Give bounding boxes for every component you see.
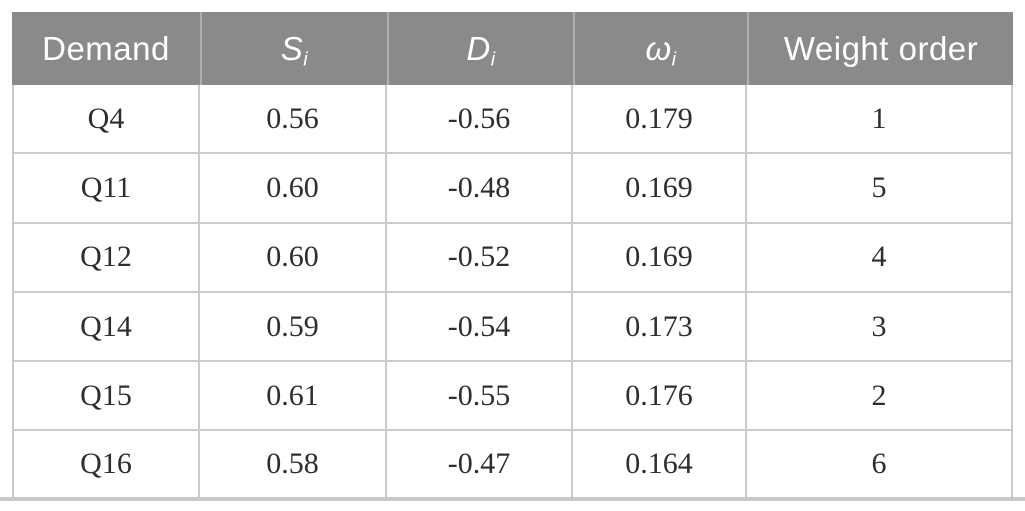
cell-di: -0.48 [387, 154, 573, 224]
cell-weight-order: 3 [747, 292, 1013, 363]
header-si-label: Si [280, 29, 309, 71]
cell-demand: Q4 [12, 85, 200, 155]
header-demand-label: Demand [42, 29, 170, 67]
table-row: Q11 0.60 -0.48 0.169 5 [12, 154, 1013, 224]
header-weight-order: Weight order [747, 12, 1013, 85]
cell-omega: 0.164 [573, 431, 747, 497]
cell-si: 0.58 [200, 431, 387, 497]
header-omega-i: ωi [573, 12, 747, 85]
cell-weight-order: 4 [747, 223, 1013, 293]
cell-omega: 0.169 [573, 154, 747, 224]
table-header: Demand Si Di ωi Weight order [12, 12, 1013, 85]
table-body: Q4 0.56 -0.56 0.179 1 Q11 0.60 -0.48 0.1… [12, 85, 1013, 497]
table-row: Q16 0.58 -0.47 0.164 6 [12, 431, 1013, 497]
cell-si: 0.56 [200, 85, 387, 155]
header-row: Demand Si Di ωi Weight order [12, 12, 1013, 85]
cell-di: -0.56 [387, 85, 573, 155]
cell-demand: Q12 [12, 223, 200, 293]
table-bottom-rule [0, 497, 1025, 501]
header-si: Si [200, 12, 387, 85]
table-row: Q12 0.60 -0.52 0.169 4 [12, 223, 1013, 293]
cell-weight-order: 6 [747, 431, 1013, 497]
cell-si: 0.61 [200, 362, 387, 432]
cell-demand: Q11 [12, 154, 200, 224]
table-row: Q4 0.56 -0.56 0.179 1 [12, 85, 1013, 155]
cell-demand: Q16 [12, 431, 200, 497]
cell-di: -0.54 [387, 292, 573, 363]
cell-di: -0.55 [387, 362, 573, 432]
weights-table: Demand Si Di ωi Weight order Q4 0.56 [12, 12, 1013, 497]
table-row: Q15 0.61 -0.55 0.176 2 [12, 362, 1013, 432]
header-demand: Demand [12, 12, 200, 85]
cell-weight-order: 5 [747, 154, 1013, 224]
cell-omega: 0.169 [573, 223, 747, 293]
cell-omega: 0.176 [573, 362, 747, 432]
cell-si: 0.59 [200, 292, 387, 363]
cell-weight-order: 2 [747, 362, 1013, 432]
cell-omega: 0.173 [573, 292, 747, 363]
cell-demand: Q15 [12, 362, 200, 432]
cell-si: 0.60 [200, 154, 387, 224]
cell-di: -0.52 [387, 223, 573, 293]
header-omega-i-label: ωi [645, 29, 677, 71]
cell-weight-order: 1 [747, 85, 1013, 155]
header-di-label: Di [466, 29, 496, 71]
cell-di: -0.47 [387, 431, 573, 497]
cell-demand: Q14 [12, 292, 200, 363]
cell-si: 0.60 [200, 223, 387, 293]
header-weight-order-label: Weight order [783, 29, 979, 67]
header-di: Di [387, 12, 573, 85]
cell-omega: 0.179 [573, 85, 747, 155]
table-row: Q14 0.59 -0.54 0.173 3 [12, 292, 1013, 363]
